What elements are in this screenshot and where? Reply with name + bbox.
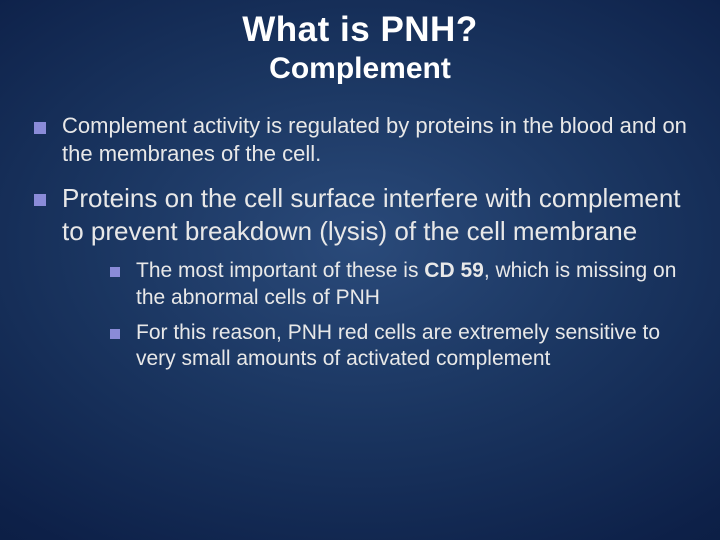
list-item: The most important of these is CD 59, wh…: [106, 258, 692, 312]
bullet-list: Complement activity is regulated by prot…: [28, 112, 692, 373]
sub-bullet-text: For this reason, PNH red cells are extre…: [136, 321, 660, 371]
list-item: Complement activity is regulated by prot…: [28, 112, 692, 168]
slide-title: What is PNH?: [28, 10, 692, 50]
slide-subtitle: Complement: [28, 52, 692, 86]
list-item: For this reason, PNH red cells are extre…: [106, 320, 692, 374]
bullet-icon: [34, 194, 46, 206]
sub-bullet-text: The most important of these is CD 59, wh…: [136, 259, 676, 309]
list-item: Proteins on the cell surface interfere w…: [28, 182, 692, 373]
sub-bullet-list: The most important of these is CD 59, wh…: [106, 258, 692, 374]
bullet-icon: [34, 122, 46, 134]
bullet-text: Proteins on the cell surface interfere w…: [62, 183, 681, 246]
bullet-text: Complement activity is regulated by prot…: [62, 113, 687, 166]
bullet-icon: [110, 267, 120, 277]
bullet-icon: [110, 329, 120, 339]
